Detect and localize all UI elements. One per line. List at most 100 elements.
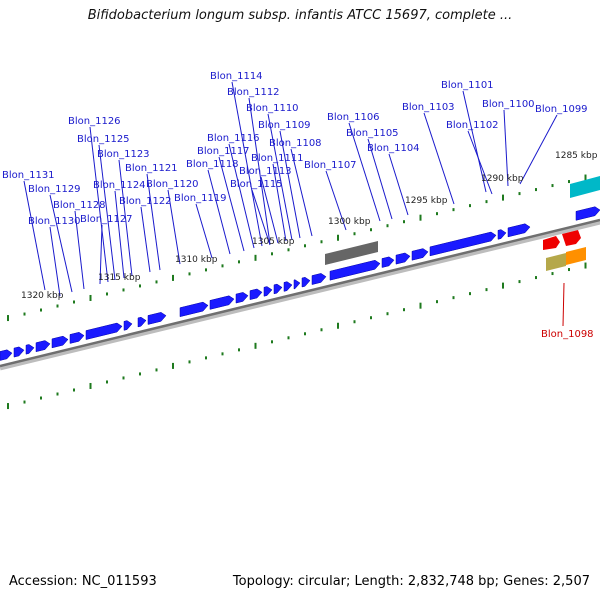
leader-line xyxy=(260,176,279,244)
leader-line xyxy=(49,194,73,293)
gene-label[interactable]: Blon_1113 xyxy=(239,166,292,177)
gene-arrow[interactable] xyxy=(147,312,167,325)
gene-arrow[interactable] xyxy=(137,316,147,328)
gene-arrow[interactable] xyxy=(293,279,301,290)
gene-arrow[interactable] xyxy=(263,286,273,297)
gene-olive[interactable] xyxy=(546,253,566,271)
gene-arrow[interactable] xyxy=(123,320,133,331)
tick-mark xyxy=(535,276,537,280)
leader-line xyxy=(23,180,46,291)
gene-arrow[interactable] xyxy=(209,295,235,310)
tick-mark xyxy=(56,304,59,308)
tick-mark xyxy=(205,268,207,272)
gene-label[interactable]: Blon_1118 xyxy=(186,159,239,170)
gene-label[interactable]: Blon_1131 xyxy=(2,170,55,181)
tick-mark xyxy=(419,214,422,221)
leader-line xyxy=(348,122,381,222)
gene-arrow[interactable] xyxy=(283,281,293,292)
tick-mark xyxy=(551,272,554,276)
tick-mark xyxy=(122,376,125,380)
gene-label[interactable]: Blon_1104 xyxy=(367,143,420,154)
leader-line xyxy=(146,173,161,271)
gene-label[interactable]: Blon_1129 xyxy=(28,184,81,195)
gene-arrow[interactable] xyxy=(381,256,395,268)
tick-mark xyxy=(254,342,257,349)
gene-label[interactable]: Blon_1120 xyxy=(146,179,199,190)
gene-label[interactable]: Blon_1112 xyxy=(227,87,280,98)
gene-arrow[interactable] xyxy=(311,273,327,285)
gene-label[interactable]: Blon_1099 xyxy=(535,104,588,115)
genome-summary-text: Topology: circular; Length: 2,832,748 bp… xyxy=(232,574,590,589)
gene-label[interactable]: Blon_1114 xyxy=(210,71,263,82)
gene-arrow[interactable] xyxy=(0,349,13,361)
gene-label[interactable]: Blon_1116 xyxy=(207,133,260,144)
gene-label[interactable]: Blon_1125 xyxy=(77,134,130,145)
gene-arrow[interactable] xyxy=(575,206,600,221)
gene-label[interactable]: Blon_1110 xyxy=(246,103,299,114)
scale-labels: 1285 kbp 1290 kbp 1295 kbp 1300 kbp 1305 kbp… xyxy=(21,151,598,301)
tick-mark xyxy=(353,232,356,236)
tick-mark xyxy=(40,396,42,400)
tick-mark xyxy=(353,320,356,324)
gene-arrow[interactable] xyxy=(235,292,249,304)
gene-arrow[interactable] xyxy=(497,229,507,240)
leader-line xyxy=(195,203,213,259)
leader-line xyxy=(167,189,181,265)
gene-label[interactable]: Blon_1111 xyxy=(251,153,304,164)
gene-label[interactable]: Blon_1106 xyxy=(327,112,380,123)
gene-red-arrow[interactable] xyxy=(562,230,581,246)
gene-label[interactable]: Blon_1102 xyxy=(446,120,499,131)
gene-arrow[interactable] xyxy=(249,288,263,300)
gene-arrow[interactable] xyxy=(179,301,209,318)
leader-line xyxy=(99,224,103,285)
tick-mark xyxy=(271,252,273,256)
gene-label[interactable]: Blon_1109 xyxy=(258,120,311,131)
gene-label[interactable]: Blon_1128 xyxy=(53,200,106,211)
accession-text: Accession: NC_011593 xyxy=(9,574,157,589)
gene-label[interactable]: Blon_1105 xyxy=(346,128,399,139)
gene-label[interactable]: Blon_1098 xyxy=(541,329,594,340)
tick-mark xyxy=(452,296,455,300)
gene-orange[interactable] xyxy=(566,247,586,265)
gene-label[interactable]: Blon_1115 xyxy=(230,179,283,190)
gene-teal[interactable] xyxy=(570,176,600,198)
gene-label[interactable]: Blon_1121 xyxy=(125,163,178,174)
gene-arrow[interactable] xyxy=(85,322,123,340)
gene-label[interactable]: Blon_1107 xyxy=(304,160,357,171)
gene-arrow[interactable] xyxy=(13,346,25,358)
tick-mark xyxy=(221,264,224,268)
gene-arrow[interactable] xyxy=(51,335,69,349)
gene-label[interactable]: Blon_1130 xyxy=(28,216,81,227)
rna-feature[interactable] xyxy=(325,241,378,265)
gene-features[interactable] xyxy=(0,176,600,361)
tick-mark xyxy=(205,356,207,360)
gene-label[interactable]: Blon_1127 xyxy=(80,214,133,225)
tick-mark xyxy=(7,403,9,410)
gene-arrow[interactable] xyxy=(273,283,283,295)
gene-arrow[interactable] xyxy=(429,231,497,257)
gene-label[interactable]: Blon_1126 xyxy=(68,116,121,127)
gene-arrow[interactable] xyxy=(395,252,411,265)
gene-label[interactable]: Blon_1119 xyxy=(174,193,227,204)
gene-label[interactable]: Blon_1117 xyxy=(197,146,250,157)
leader-line xyxy=(290,148,313,237)
gene-arrow[interactable] xyxy=(411,248,429,261)
gene-label[interactable]: Blon_1101 xyxy=(441,80,494,91)
gene-arrow[interactable] xyxy=(69,332,85,344)
gene-arrow[interactable] xyxy=(329,259,381,281)
gene-arrow[interactable] xyxy=(25,344,35,355)
gene-label[interactable]: Blon_1103 xyxy=(402,102,455,113)
gene-arrow[interactable] xyxy=(301,277,311,288)
gene-label[interactable]: Blon_1122 xyxy=(119,196,172,207)
gene-red-arrow[interactable] xyxy=(543,236,560,250)
gene-arrow[interactable] xyxy=(35,340,51,353)
tick-mark xyxy=(89,294,92,301)
tick-mark xyxy=(188,360,191,364)
gene-label[interactable]: Blon_1124 xyxy=(93,180,146,191)
gene-arrow[interactable] xyxy=(507,223,531,238)
gene-labels[interactable]: Blon_1131 Blon_1130 Blon_1129 Blon_1128 Blon… xyxy=(2,71,594,340)
gene-label[interactable]: Blon_1108 xyxy=(269,138,322,149)
gene-label[interactable]: Blon_1123 xyxy=(97,149,150,160)
gene-label[interactable]: Blon_1100 xyxy=(482,99,535,110)
